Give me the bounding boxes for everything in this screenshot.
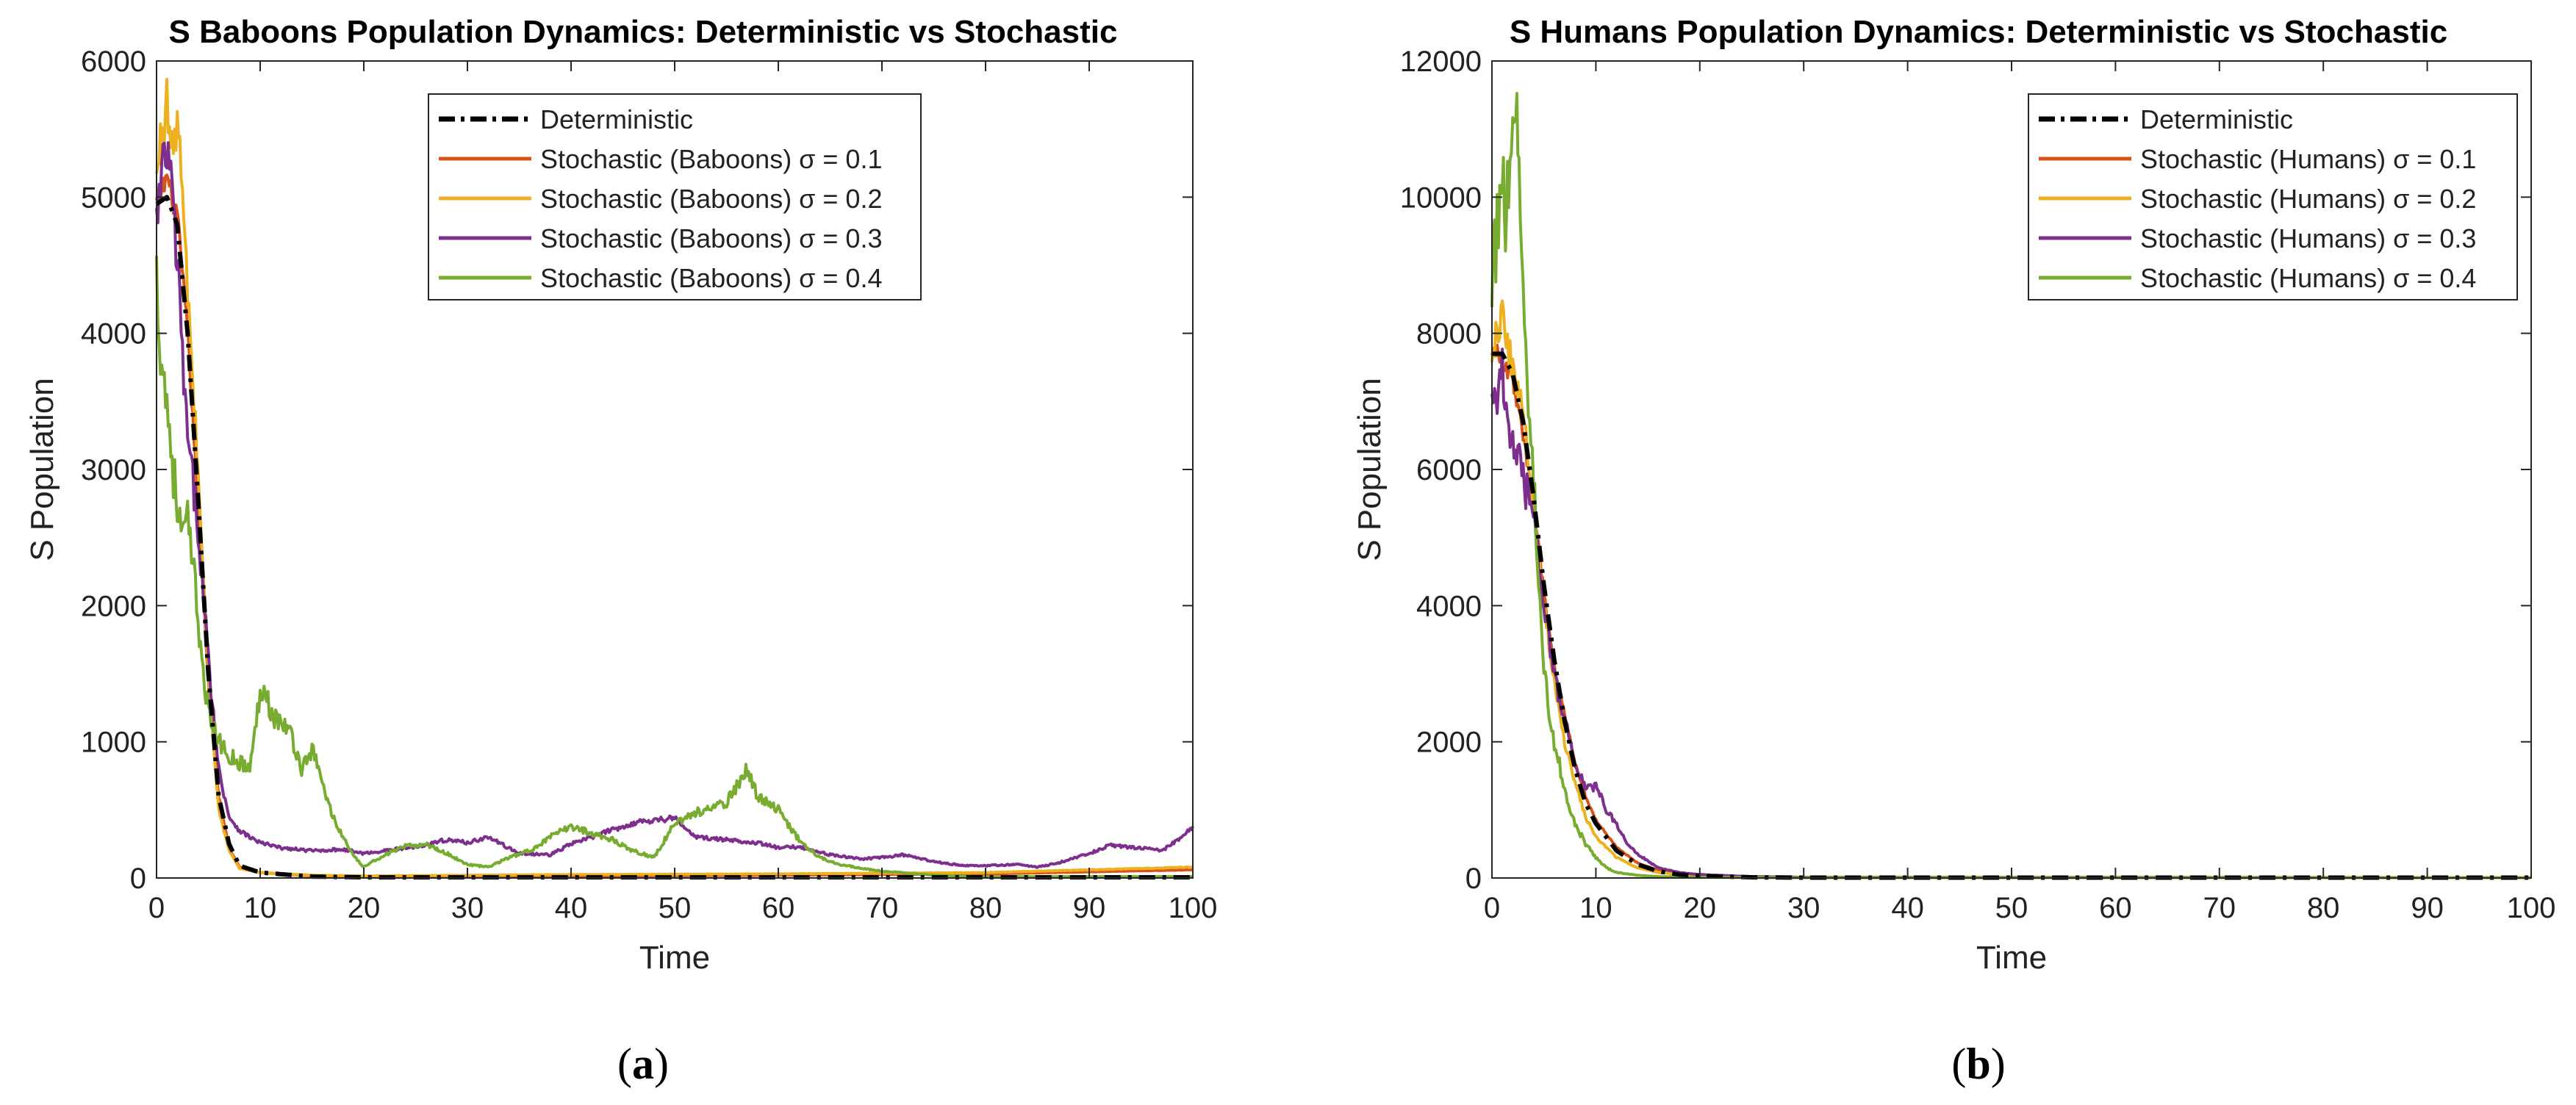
chart-a-ticks: 0 10 20 30 40 50 60 70 80 90 100010002000300040005…	[81, 46, 1217, 924]
chart-a-x-tick-label: 70	[866, 892, 899, 924]
chart-b-series-line-2	[1490, 299, 2532, 879]
chart-b-x-tick-label: 10	[1579, 892, 1612, 924]
chart-b-x-tick-label: 70	[2203, 892, 2236, 924]
chart-b-series-line-3	[1490, 348, 2532, 879]
chart-b-y-tick-label: 2000	[1416, 727, 1482, 759]
chart-b-y-tick-label: 0	[1465, 863, 1482, 895]
chart-a-y-tick-label: 6000	[81, 46, 146, 78]
chart-a-x-tick-label: 80	[969, 892, 1002, 924]
chart-b-x-tick-label: 80	[2307, 892, 2340, 924]
chart-a-series-layer	[155, 78, 1194, 880]
chart-panel-b: S Humans Population Dynamics: Determinis…	[1352, 14, 2555, 1088]
chart-b-x-tick-label: 90	[2411, 892, 2444, 924]
chart-a-title: S Baboons Population Dynamics: Determini…	[169, 14, 1118, 50]
chart-b-y-tick-label: 4000	[1416, 590, 1482, 622]
chart-a-x-tick-label: 60	[762, 892, 795, 924]
chart-a-legend-label-3: Stochastic (Baboons) σ = 0.3	[540, 223, 882, 253]
chart-a-caption: (a)	[617, 1040, 669, 1088]
chart-b-legend-label-4: Stochastic (Humans) σ = 0.4	[2140, 263, 2476, 293]
chart-b-series-line-0	[1490, 351, 2533, 880]
chart-a-x-tick-label: 50	[659, 892, 692, 924]
chart-b-legend-label-1: Stochastic (Humans) σ = 0.1	[2140, 144, 2476, 174]
chart-b-x-tick-label: 20	[1684, 892, 1717, 924]
chart-b-y-axis-label: S Population	[1352, 378, 1388, 561]
chart-b-caption: (b)	[1951, 1040, 2005, 1088]
chart-a-y-tick-label: 0	[130, 863, 146, 895]
chart-a-x-tick-label: 0	[148, 892, 165, 924]
chart-a-y-tick-label: 2000	[81, 590, 146, 622]
chart-a-x-tick-label: 30	[451, 892, 484, 924]
chart-b-ticks: 0 10 20 30 40 50 60 70 80 90 100 0 2000 4000 6000 8000 1…	[1400, 46, 2556, 924]
chart-b-legend-label-0: Deterministic	[2140, 104, 2293, 134]
chart-a-x-tick-label: 40	[555, 892, 588, 924]
chart-b-legend: Deterministic Stochastic (Humans) σ = 0.1…	[2028, 93, 2518, 300]
chart-a-legend-label-4: Stochastic (Baboons) σ = 0.4	[540, 263, 882, 293]
chart-b-title: S Humans Population Dynamics: Determinis…	[1510, 14, 2447, 50]
chart-b-y-tick-label: 8000	[1416, 318, 1482, 350]
chart-a-x-tick-label: 100	[1169, 892, 1218, 924]
chart-a-legend-label-0: Deterministic	[540, 104, 693, 134]
chart-b-x-tick-label: 50	[1995, 892, 2028, 924]
chart-panel-a: S Baboons Population Dynamics: Determini…	[24, 14, 1217, 1088]
chart-b-legend-label-3: Stochastic (Humans) σ = 0.3	[2140, 223, 2476, 253]
chart-a-caption-letter: a	[632, 1040, 654, 1088]
chart-b-legend-label-2: Stochastic (Humans) σ = 0.2	[2140, 184, 2476, 214]
chart-a-y-tick-label: 1000	[81, 727, 146, 759]
chart-b-x-tick-label: 40	[1891, 892, 1924, 924]
chart-b-x-axis-label: Time	[1976, 940, 2047, 976]
chart-a-legend: Deterministic Stochastic (Baboons) σ = 0.…	[428, 93, 922, 300]
chart-a-y-tick-label: 3000	[81, 454, 146, 486]
chart-b-x-tick-label: 100	[2507, 892, 2556, 924]
chart-a-x-axis-label: Time	[639, 940, 710, 976]
chart-b-y-tick-label: 10000	[1400, 181, 1482, 214]
chart-a-x-tick-label: 90	[1073, 892, 1106, 924]
chart-b-series-line-1	[1490, 343, 2532, 879]
chart-b-x-tick-label: 60	[2099, 892, 2132, 924]
chart-a-series-line-4	[155, 256, 1194, 879]
chart-a-x-tick-label: 20	[348, 892, 381, 924]
chart-b-x-tick-label: 0	[1484, 892, 1500, 924]
chart-a-y-tick-label: 4000	[81, 318, 146, 350]
chart-b-caption-letter: b	[1966, 1040, 1990, 1088]
chart-a-y-axis-label: S Population	[24, 378, 60, 561]
chart-a-series-line-2	[155, 78, 1194, 878]
chart-a-y-tick-label: 5000	[81, 181, 146, 214]
chart-a-x-tick-label: 10	[244, 892, 277, 924]
chart-a-legend-label-2: Stochastic (Baboons) σ = 0.2	[540, 184, 882, 214]
chart-b-y-tick-label: 12000	[1400, 46, 1482, 78]
chart-b-x-tick-label: 30	[1787, 892, 1820, 924]
chart-b-y-tick-label: 6000	[1416, 454, 1482, 486]
chart-a-legend-label-1: Stochastic (Baboons) σ = 0.1	[540, 144, 882, 174]
